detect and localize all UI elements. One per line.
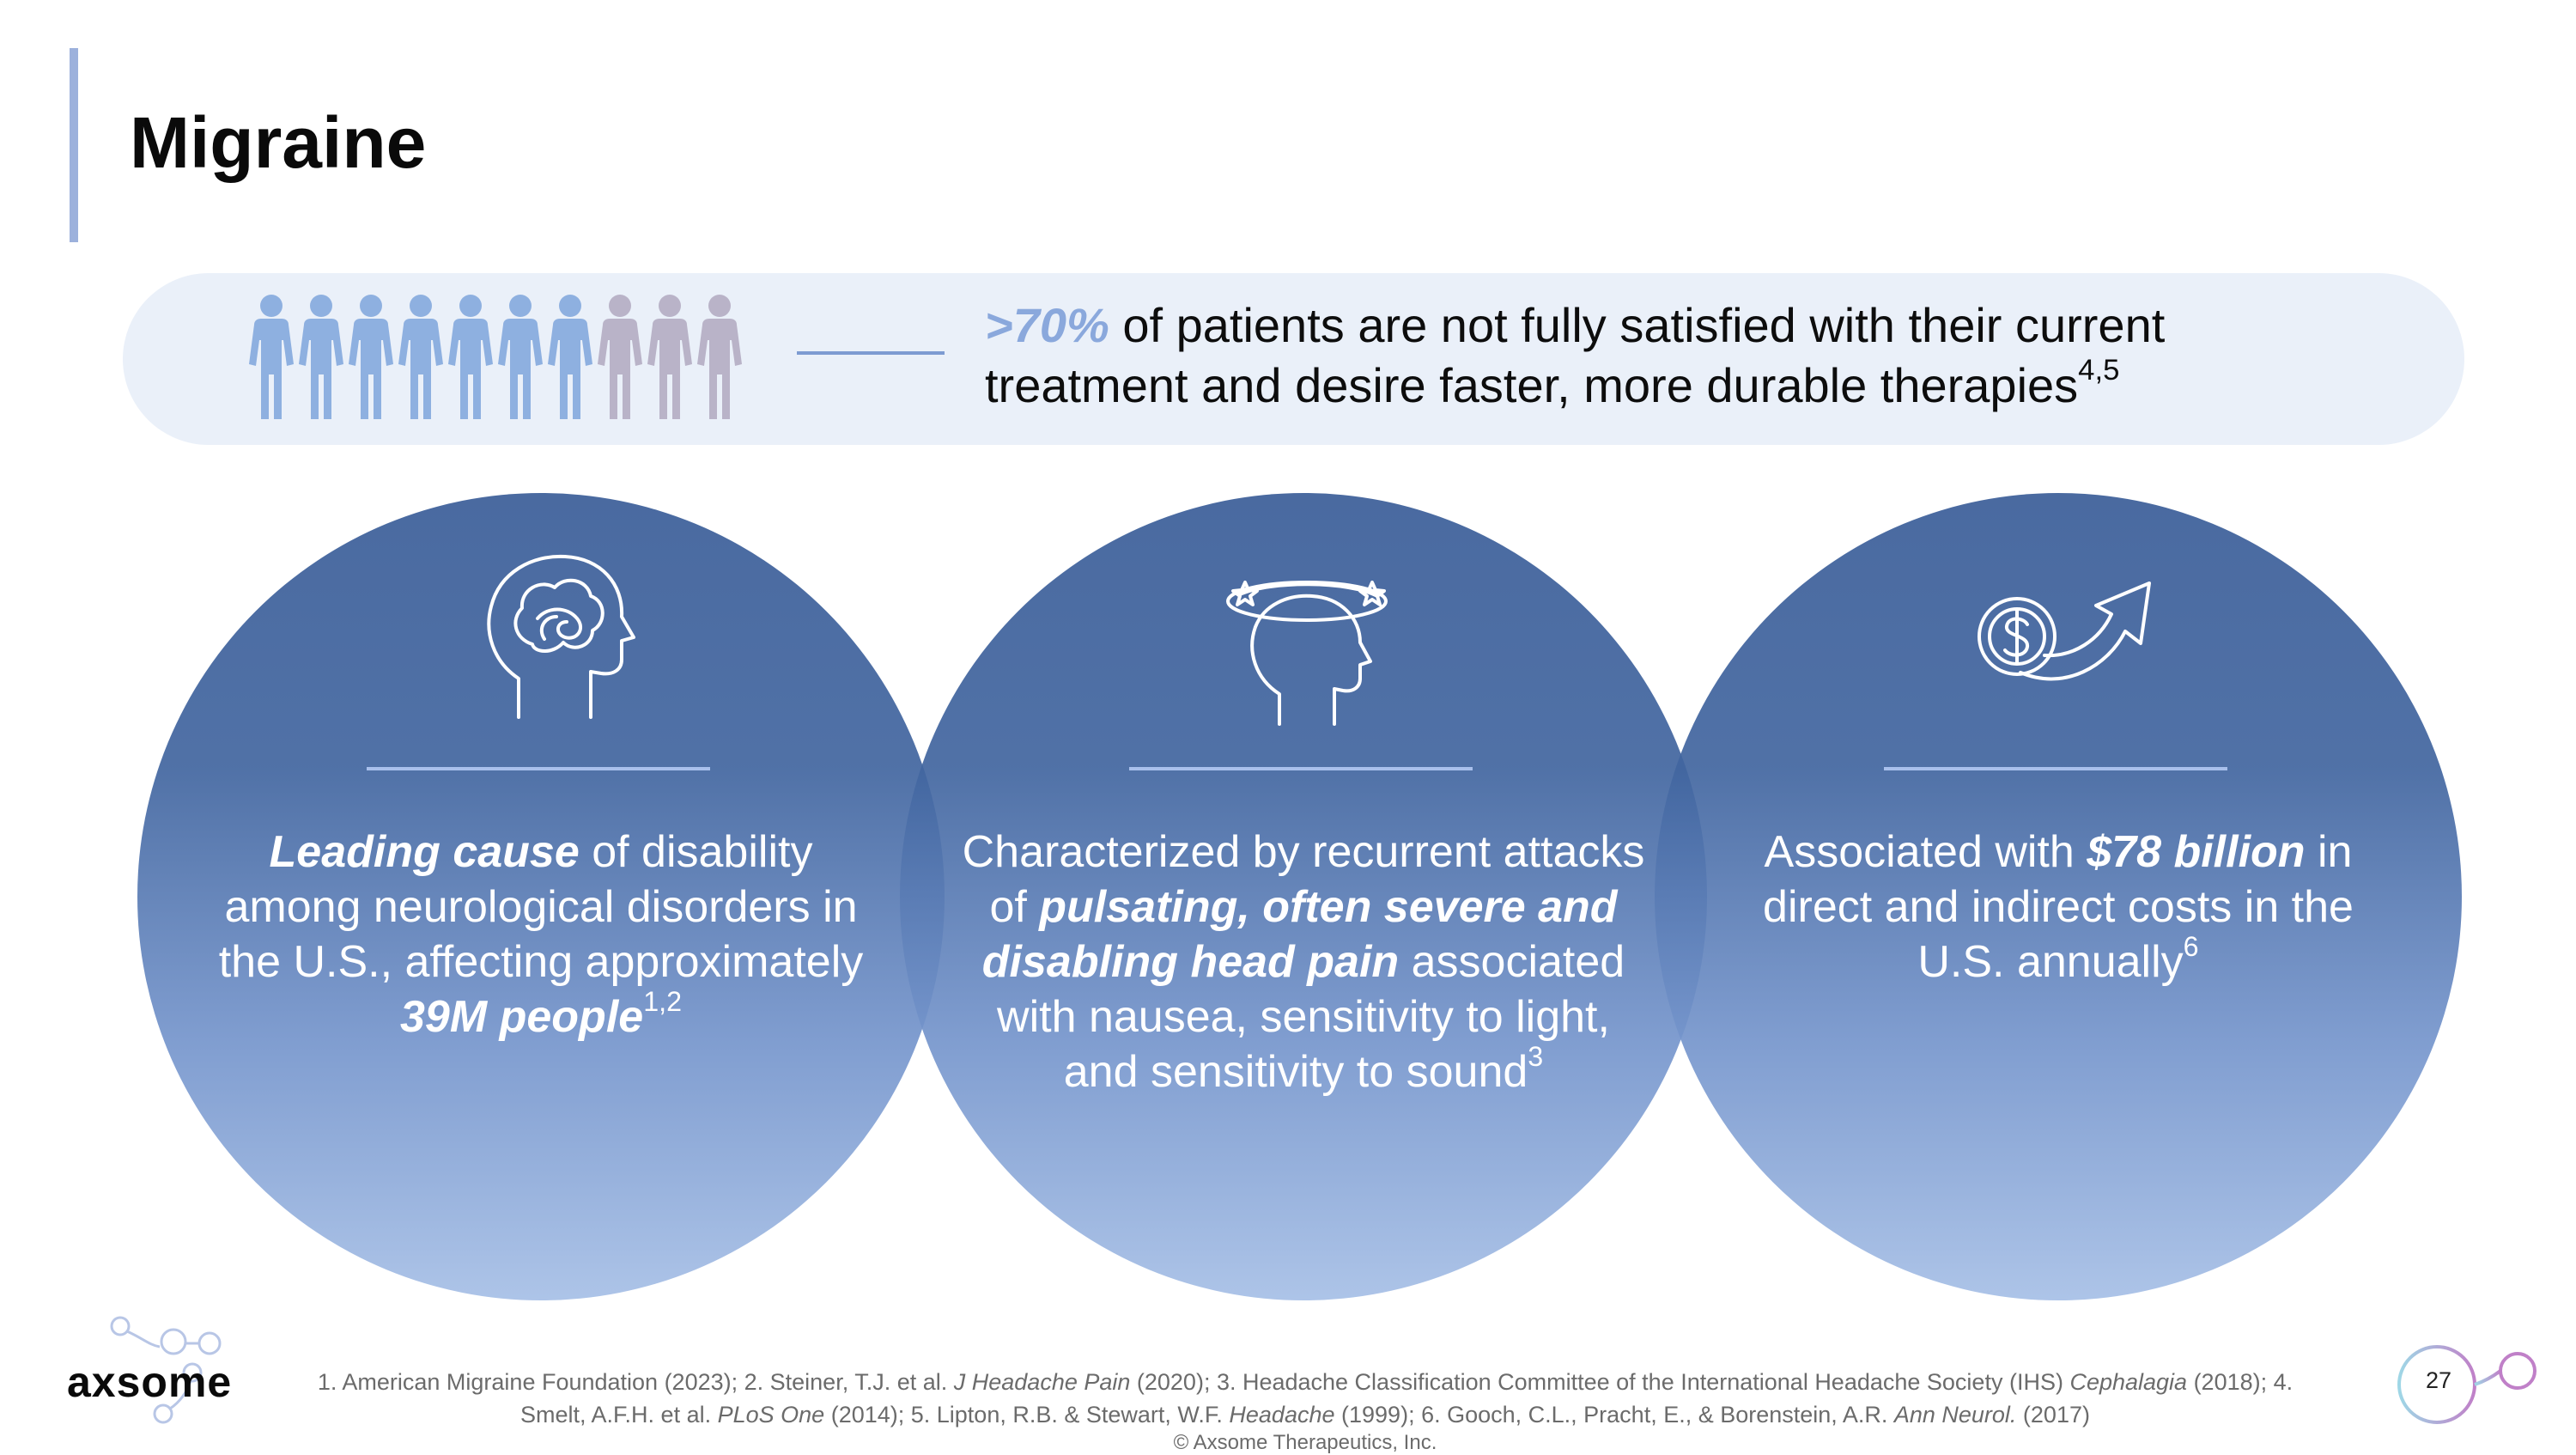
page-number-badge-icon [2397, 1345, 2537, 1424]
circle-costs [1655, 493, 2462, 1300]
circle-text: Associated with $78 billion in direct an… [1763, 827, 2354, 987]
dizzy-head-icon [1226, 581, 1388, 726]
page-number: 27 [2425, 1367, 2452, 1393]
banner-highlight: >70% [985, 298, 1109, 352]
banner-divider [797, 351, 945, 355]
axsome-logo: axsome [67, 1358, 233, 1406]
person-icon [697, 295, 742, 419]
circle-divider [1129, 767, 1473, 770]
title-accent-bar [70, 48, 78, 242]
person-icon [598, 295, 642, 419]
person-icon [647, 295, 692, 419]
person-highlighted-icon [249, 295, 294, 419]
circle-divider [367, 767, 710, 770]
banner-statement: >70% of patients are not fully satisfied… [985, 298, 2166, 412]
dollar-growth-icon [1978, 581, 2151, 681]
person-highlighted-icon [548, 295, 592, 419]
person-highlighted-icon [498, 295, 543, 419]
brain-head-icon [487, 554, 635, 719]
circle-divider [1884, 767, 2227, 770]
person-highlighted-icon [398, 295, 443, 419]
circle-text: Characterized by recurrent attacks of pu… [962, 827, 1645, 1097]
axsome-logo-molecule-icon [110, 1316, 222, 1424]
circle-text: Leading cause of disability among neurol… [218, 827, 864, 1042]
references: 1. American Migraine Foundation (2023); … [317, 1369, 2293, 1428]
people-figures [249, 295, 742, 419]
page-title: Migraine [130, 102, 427, 183]
circle-symptoms [900, 493, 1707, 1300]
person-highlighted-icon [299, 295, 343, 419]
person-highlighted-icon [349, 295, 393, 419]
copyright: © Axsome Therapeutics, Inc. [1173, 1431, 1437, 1454]
person-highlighted-icon [448, 295, 493, 419]
